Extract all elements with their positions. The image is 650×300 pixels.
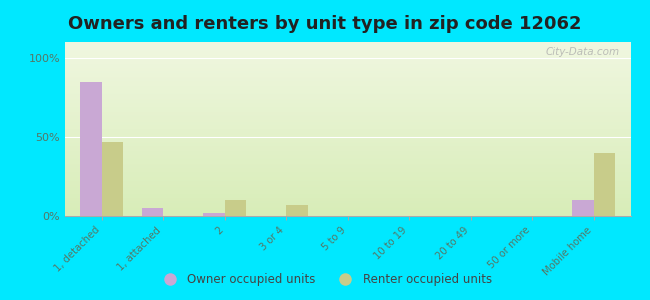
Bar [225,200,246,216]
Bar [203,213,225,216]
Legend: Owner occupied units, Renter occupied units: Owner occupied units, Renter occupied un… [153,269,497,291]
Text: Owners and renters by unit type in zip code 12062: Owners and renters by unit type in zip c… [68,15,582,33]
Bar [81,82,102,216]
Bar [572,200,593,216]
Bar [142,208,163,216]
Bar [593,153,615,216]
Text: City-Data.com: City-Data.com [545,47,619,57]
Bar [102,142,124,216]
Bar [286,205,308,216]
